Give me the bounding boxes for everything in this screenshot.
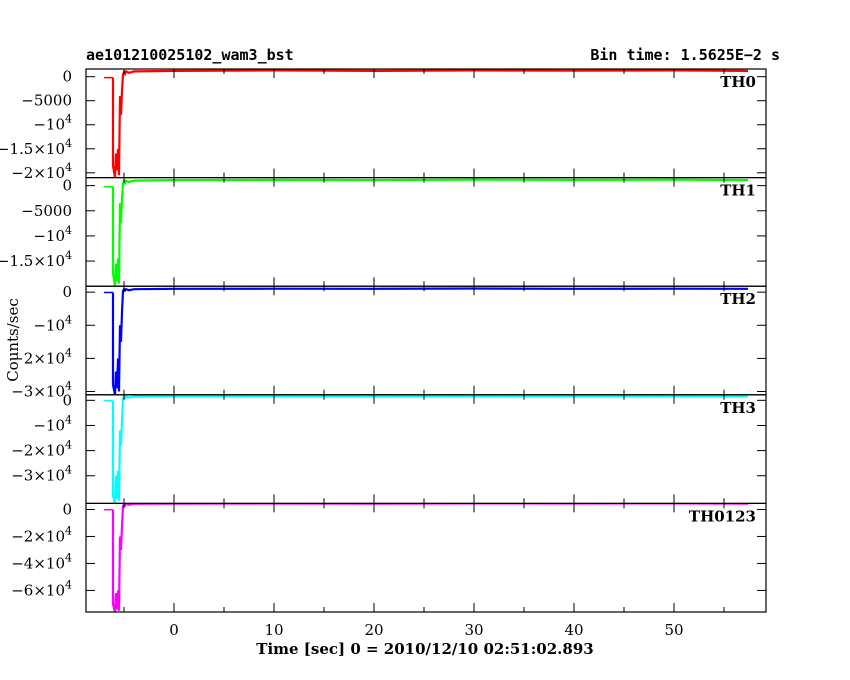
y-tick-label: −1.5×104: [0, 249, 72, 270]
panel-label: TH1: [720, 182, 756, 200]
y-tick-label: −6×104: [11, 578, 72, 599]
panel-frame: [85, 394, 767, 504]
y-tick-label: −3×104: [11, 379, 72, 400]
x-tick-label: 20: [364, 621, 383, 639]
panel-th0123: 0 −2×104 −4×104 −6×104 TH0123: [11, 500, 767, 613]
x-axis-label: Time [sec] 0 = 2010/12/10 02:51:02.893: [256, 640, 593, 658]
plot-title: ae101210025102_wam3_bst: [86, 46, 294, 64]
x-tick-label: 0: [169, 621, 179, 639]
panel-th1: 0 −5000 −104 −1.5×104 TH1: [0, 177, 767, 287]
bin-time-label: Bin time: 1.5625E−2 s: [590, 46, 780, 64]
panel-frame: [85, 285, 767, 396]
y-tick-label: 0: [62, 500, 72, 518]
y-axis-label: Counts/sec: [4, 298, 22, 382]
panel-th2: 0 −104 −2×104 −3×104 TH2: [11, 283, 767, 400]
y-tick-label: −104: [33, 113, 72, 134]
y-tick-label: 0: [62, 391, 72, 409]
series-th2-1: [111, 287, 749, 395]
series-th0-1: [111, 69, 749, 178]
panel-frame: [85, 502, 767, 613]
y-tick-label: −2×104: [11, 524, 72, 545]
series-th3-1: [111, 394, 749, 504]
y-tick-label: −2×104: [11, 161, 72, 182]
panel-th0: 0 −5000 −104 −1.5×104 −2×104 TH0: [0, 68, 767, 182]
series-th1-1: [111, 178, 749, 287]
panel-th3: 0 −104 −2×104 −3×104 TH3: [11, 391, 767, 504]
y-tick-label: 0: [62, 68, 72, 86]
x-tick-label: 10: [264, 621, 283, 639]
y-tick-label: −5000: [21, 202, 72, 220]
y-tick-label: −1.5×104: [0, 137, 72, 158]
panels-group: 0 −5000 −104 −1.5×104 −2×104 TH0 0 −5000 −104 −1.…: [0, 68, 767, 639]
y-tick-label: −104: [33, 413, 72, 434]
panel-frame: [85, 68, 767, 179]
x-tick-label: 50: [664, 621, 683, 639]
y-tick-label: −104: [33, 224, 72, 245]
y-tick-label: 0: [62, 283, 72, 301]
panel-frame: [85, 177, 767, 287]
y-tick-label: −2×104: [11, 439, 72, 460]
panel-label: TH3: [720, 399, 756, 417]
y-tick-label: −2×104: [11, 346, 72, 367]
panel-label: TH2: [720, 290, 756, 308]
x-tick-label: 30: [464, 621, 483, 639]
y-tick-label: 0: [62, 177, 72, 195]
y-tick-label: −104: [33, 313, 72, 334]
y-tick-label: −3×104: [11, 464, 72, 485]
x-tick-label: 40: [564, 621, 583, 639]
y-tick-label: −4×104: [11, 551, 72, 572]
panel-label: TH0: [720, 73, 756, 91]
y-tick-label: −5000: [21, 92, 72, 110]
panel-label: TH0123: [689, 507, 756, 525]
series-th0123-1: [111, 503, 749, 612]
